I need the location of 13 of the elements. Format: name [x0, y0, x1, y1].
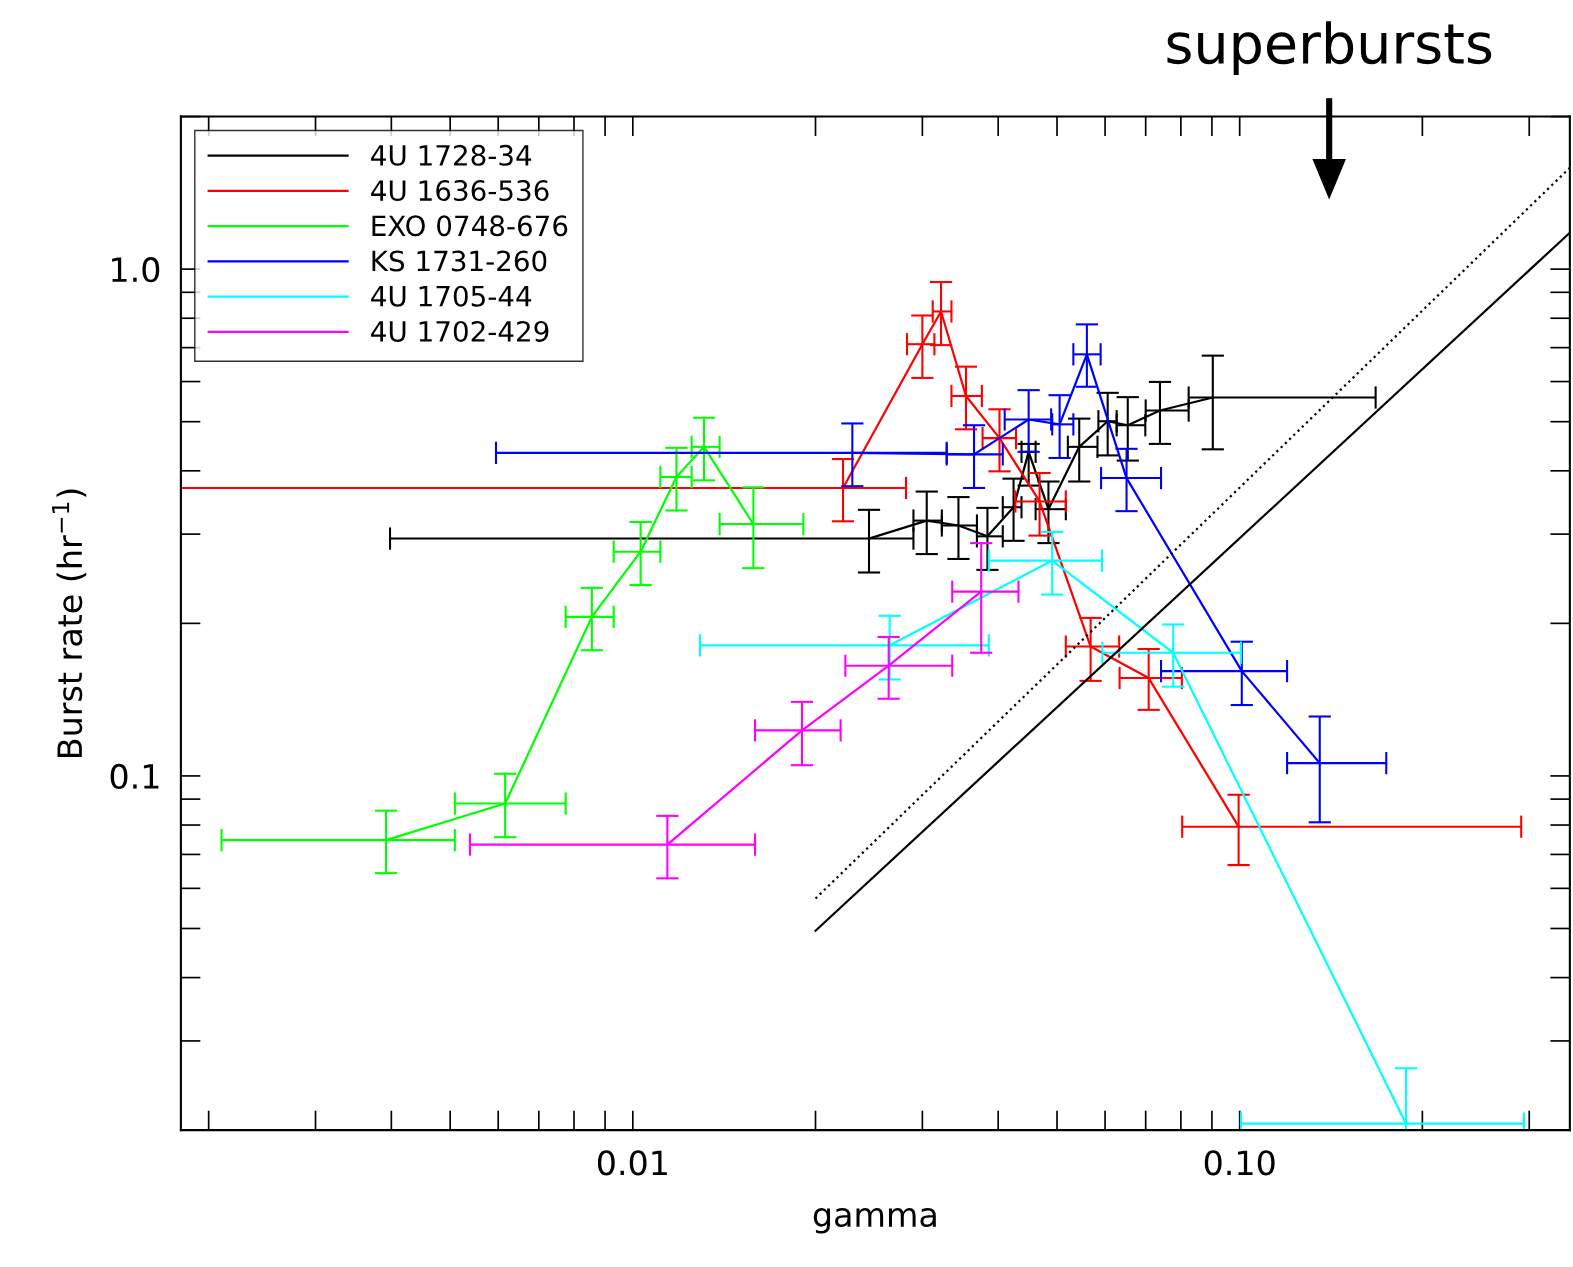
- legend-label: KS 1731-260: [372, 250, 547, 272]
- legend-label: 4U 1705-44: [371, 285, 532, 307]
- text: superbursts: [1167, 21, 1492, 76]
- legend-label: 4U 1728-34: [371, 144, 532, 166]
- x-axis-title: gamma: [813, 1207, 936, 1234]
- legend-label: 4U 1702-429: [371, 320, 549, 342]
- y-tick-label: 1.0: [112, 257, 160, 283]
- legend-label: EXO 0748-676: [372, 215, 568, 237]
- y-axis-title: Burst rate (hr$^{−1}$): [52, 489, 87, 757]
- legend-label: 4U 1636-536: [371, 180, 549, 202]
- x-tick-label: 0.10: [1204, 1150, 1275, 1176]
- x-tick-label: 0.01: [597, 1150, 667, 1176]
- y-tick-label: 0.1: [110, 763, 159, 790]
